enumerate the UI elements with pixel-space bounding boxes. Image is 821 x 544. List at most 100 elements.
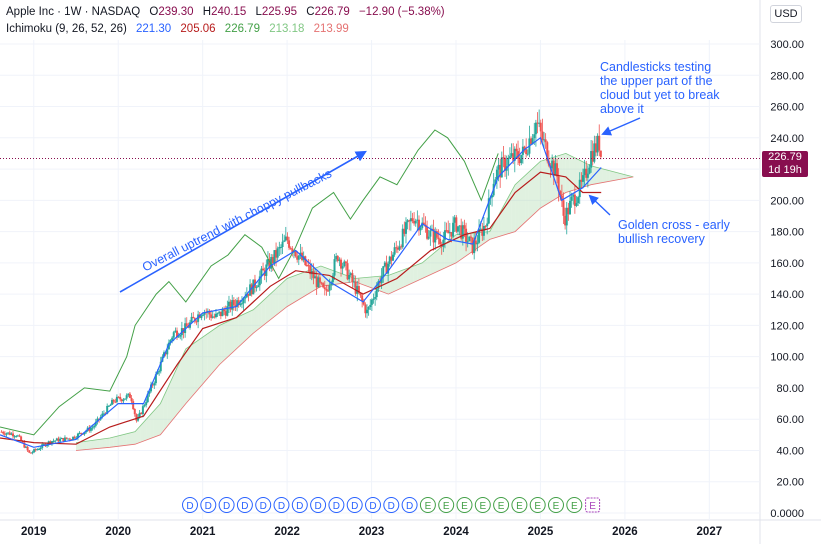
candle-body [190, 316, 193, 323]
candle-body [59, 438, 62, 442]
high-value: 240.15 [211, 6, 247, 18]
y-tick-label: 120.00 [770, 320, 804, 332]
candle-body [374, 297, 377, 299]
candle-body [409, 218, 412, 222]
candle-body [262, 268, 265, 271]
cloud-segment [525, 172, 529, 223]
cloud-segment [390, 273, 394, 294]
cloud-segment [491, 222, 495, 239]
candle-body [476, 242, 479, 245]
cloud-segment [606, 169, 610, 182]
cloud-segment [109, 437, 114, 448]
candle-body [145, 402, 148, 406]
candle-body [55, 438, 58, 441]
candle-body [11, 433, 14, 437]
candle-body [88, 427, 91, 431]
candle-body [556, 163, 559, 177]
candle-body [211, 316, 214, 318]
dividend-marker [218, 497, 235, 513]
cloud-segment [613, 171, 617, 181]
candle-body [331, 275, 334, 283]
cloud-segment [430, 253, 435, 275]
y-tick-label: 160.00 [770, 258, 804, 270]
candle-body [54, 440, 57, 442]
cloud-segment [417, 263, 421, 281]
candle-body [275, 250, 278, 258]
candle-body [427, 236, 430, 239]
cloud-segment [410, 265, 414, 284]
candle-body [387, 263, 390, 274]
candle-body [154, 374, 157, 384]
cloud-segment [143, 418, 147, 442]
cloud-segment [407, 267, 411, 286]
candle-body [572, 194, 575, 197]
x-tick-label: 2019 [21, 526, 47, 538]
candle-body [520, 154, 523, 164]
candle-body [213, 316, 216, 318]
x-tick-label: 2023 [359, 526, 385, 538]
candle-body [526, 153, 529, 155]
candle-body [37, 449, 40, 451]
symbol-label[interactable]: Apple Inc · 1W · NASDAQ [6, 6, 141, 18]
event-marker-label: D [278, 501, 285, 512]
cloud-segment [396, 270, 401, 291]
candle-body [283, 240, 286, 242]
candle-body [31, 452, 34, 454]
cloud-segment [305, 270, 310, 296]
candle-body [336, 256, 339, 261]
candle-body [231, 300, 234, 310]
cloud-segment [602, 169, 607, 183]
candle-body [456, 226, 459, 232]
candle-body [469, 236, 472, 238]
candle-body [68, 438, 71, 440]
cloud-segment [298, 272, 303, 300]
candle-body [484, 225, 487, 227]
cloud-segment [123, 433, 127, 446]
cloud-segment [184, 347, 188, 406]
candle-body [278, 247, 281, 249]
candle-body [111, 399, 114, 405]
candle-body [396, 247, 399, 250]
candle-body [260, 268, 263, 277]
y-tick-label: 240.00 [770, 133, 804, 145]
candle-body [112, 399, 115, 402]
currency-badge[interactable]: USD [770, 5, 802, 23]
cloud-segment [160, 396, 164, 435]
cloud-segment [325, 267, 330, 286]
candle-body [245, 293, 248, 298]
cloud-segment [157, 403, 161, 437]
indicator-label[interactable]: Ichimoku (9, 26, 52, 26) [6, 23, 127, 35]
cloud-segment [228, 319, 232, 357]
candle-body [297, 255, 300, 260]
candle-body [383, 262, 386, 267]
candle-body [63, 437, 66, 442]
candle-body [359, 292, 362, 296]
cloud-segment [444, 241, 448, 269]
candle-body [107, 405, 110, 407]
cloud-segment [295, 274, 299, 302]
candle-body [562, 200, 565, 216]
candle-body [419, 227, 422, 231]
cloud-segment [521, 175, 526, 226]
event-marker-label: D [351, 501, 358, 512]
candle-body [174, 330, 177, 333]
candle-body [195, 321, 198, 323]
event-marker-label: D [388, 501, 395, 512]
y-tick-label: 200.00 [770, 195, 804, 207]
candle-body [140, 412, 143, 415]
candle-body [586, 173, 589, 178]
indicator-header: Ichimoku (9, 26, 52, 26) 221.30 205.06 2… [6, 23, 355, 35]
annotation-cloud-test: Candlesticks testing the upper part of t… [600, 60, 720, 116]
candle-body [284, 236, 287, 241]
cloud-segment [535, 162, 539, 213]
candle-body [91, 427, 94, 429]
candle-body [20, 436, 23, 441]
cloud-segment [542, 159, 546, 208]
close-value: 226.79 [314, 6, 350, 18]
candle-body [214, 313, 217, 318]
ind-spanb-value: 213.99 [313, 23, 349, 35]
change-value: −12.90 (−5.38%) [358, 6, 445, 18]
candle-body [426, 226, 429, 239]
cloud-segment [511, 184, 516, 233]
